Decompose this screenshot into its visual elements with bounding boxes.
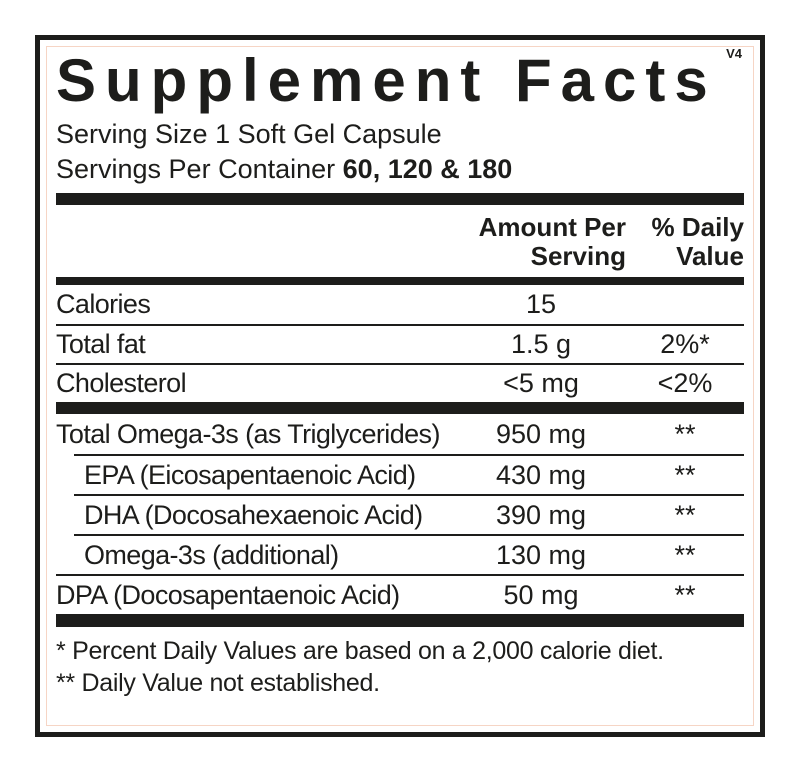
thick-divider-bottom <box>56 614 744 627</box>
table-row-cholesterol: Cholesterol <5 mg <2% <box>56 363 744 402</box>
page-title: Supplement Facts <box>56 47 717 114</box>
table-row-dpa: DPA (Docosapentaenoic Acid) 50 mg ** <box>56 574 744 614</box>
row-name: DHA (Docosahexaenoic Acid) <box>84 499 423 530</box>
servings-per-container-label: Servings Per Container <box>56 154 336 184</box>
serving-size-line: Serving Size 1 Soft Gel Capsule <box>56 119 442 149</box>
table-row-epa: EPA (Eicosapentaenoic Acid) 430 mg ** <box>56 454 744 494</box>
servings-per-container-line: Servings Per Container 60, 120 & 180 <box>56 151 744 187</box>
row-daily-value: <2% <box>657 368 713 398</box>
row-amount: <5 mg <box>503 368 579 398</box>
row-name: EPA (Eicosapentaenoic Acid) <box>84 459 416 490</box>
row-amount: 390 mg <box>495 499 587 530</box>
row-amount: 50 mg <box>503 579 579 610</box>
version-tag: V4 <box>726 46 742 61</box>
row-name: Omega-3s (additional) <box>84 539 339 570</box>
percent-daily-value-header: % Daily Value <box>651 212 745 271</box>
thick-divider-middle <box>56 402 744 414</box>
row-daily-value: 2%* <box>660 329 710 359</box>
table-row-calories: Calories 15 <box>56 285 744 324</box>
label-content: Supplement Facts V4 Serving Size 1 Soft … <box>56 46 744 722</box>
row-daily-value: ** <box>674 418 696 449</box>
thick-divider-top <box>56 193 744 205</box>
footnote-daily-values: * Percent Daily Values are based on a 2,… <box>56 637 664 665</box>
medium-divider-under-header <box>56 277 744 285</box>
row-daily-value: ** <box>674 499 696 530</box>
amount-per-serving-header: Amount Per Serving <box>478 212 626 271</box>
row-name: Calories <box>56 289 151 319</box>
row-daily-value: ** <box>674 459 696 490</box>
table-row-omega3s-additional: Omega-3s (additional) 130 mg ** <box>56 534 744 574</box>
servings-per-container-value: 60, 120 & 180 <box>342 154 513 184</box>
column-header-row: Amount Per Serving % Daily Value <box>56 205 744 277</box>
table-row-total-fat: Total fat 1.5 g 2%* <box>56 324 744 363</box>
row-amount: 15 <box>525 289 557 319</box>
table-row-dha: DHA (Docosahexaenoic Acid) 390 mg ** <box>56 494 744 534</box>
row-name: Cholesterol <box>56 368 187 398</box>
supplement-facts-label: Supplement Facts V4 Serving Size 1 Soft … <box>35 35 765 737</box>
row-amount: 130 mg <box>495 539 587 570</box>
row-amount: 950 mg <box>495 418 587 449</box>
row-name: Total Omega-3s (as Triglycerides) <box>56 418 440 449</box>
row-name: Total fat <box>56 329 146 359</box>
row-daily-value: ** <box>674 579 696 610</box>
table-row-total-omega3s: Total Omega-3s (as Triglycerides) 950 mg… <box>56 414 744 454</box>
row-amount: 430 mg <box>495 459 587 490</box>
footnote-not-established: ** Daily Value not established. <box>56 669 380 697</box>
row-amount: 1.5 g <box>510 329 572 359</box>
row-name: DPA (Docosapentaenoic Acid) <box>56 579 400 610</box>
footnotes: * Percent Daily Values are based on a 2,… <box>56 627 744 699</box>
title-row: Supplement Facts V4 <box>56 46 744 114</box>
row-daily-value: ** <box>674 539 696 570</box>
